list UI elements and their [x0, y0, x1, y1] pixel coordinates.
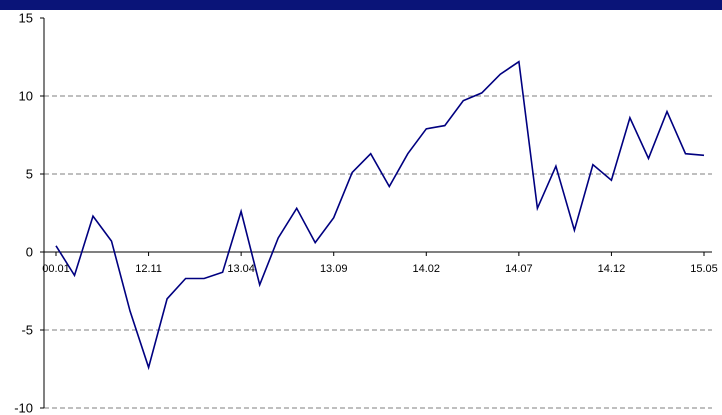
x-tick-label: 13.04 [227, 263, 255, 275]
x-tick-label: 15.05 [690, 263, 718, 275]
x-tick-labels: 00.01 12.11 13.04 13.09 14.02 14.07 14.12 15.05 [42, 263, 718, 275]
x-tick-label: 00.01 [42, 263, 70, 275]
y-tick-label: -10 [14, 401, 33, 415]
series-line [55, 60, 705, 371]
x-tick-label: 14.12 [598, 263, 626, 275]
gridlines [44, 95, 712, 409]
x-tick-label: 13.09 [320, 263, 348, 275]
x-tick-label: 12.11 [135, 263, 162, 275]
x-tick-label: 14.02 [413, 263, 441, 275]
y-tick-label: -5 [21, 323, 33, 338]
y-tick-label: 10 [19, 89, 33, 104]
title-bar [0, 0, 722, 10]
y-tick-label: 5 [26, 167, 33, 182]
y-tick-labels: 15 10 5 0 -5 -10 [14, 11, 33, 415]
x-tick-label: 14.07 [505, 263, 533, 275]
y-tick-label: 15 [19, 11, 33, 26]
axes [40, 17, 712, 409]
y-tick-label: 0 [26, 245, 33, 260]
